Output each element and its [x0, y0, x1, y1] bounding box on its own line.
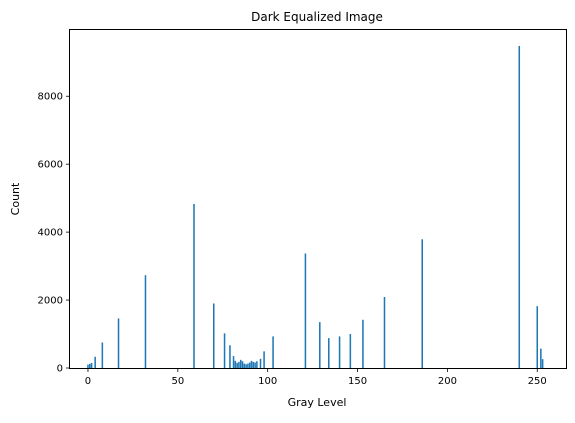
histogram-bar	[101, 342, 104, 368]
histogram-bar	[272, 336, 274, 368]
histogram-bar	[248, 362, 251, 368]
x-tick-label: 150	[348, 376, 367, 387]
histogram-bar	[349, 334, 352, 368]
histogram-bar	[223, 333, 226, 368]
histogram-bar	[243, 363, 246, 368]
histogram-bar	[236, 362, 238, 368]
histogram-bar	[94, 356, 96, 368]
histogram-bar	[229, 345, 231, 368]
x-tick-label: 250	[528, 376, 547, 387]
histogram-bar	[362, 319, 364, 368]
histogram-bar	[247, 363, 249, 368]
x-tick-label: 200	[438, 376, 457, 387]
histogram-bar	[89, 363, 91, 368]
y-tick-label: 4000	[38, 228, 63, 239]
histogram-bar	[241, 361, 244, 368]
y-axis-ticks: 0 2000 4000 6000 8000	[38, 92, 70, 375]
histogram-bar	[250, 360, 253, 368]
histogram-bar	[328, 338, 330, 368]
histogram-bar	[338, 336, 341, 368]
histogram-bar	[259, 358, 262, 368]
histogram-bar	[117, 318, 120, 368]
histogram-bar	[193, 203, 195, 368]
y-axis-label: Count	[9, 182, 22, 215]
y-tick-label: 0	[57, 364, 63, 375]
y-tick-label: 6000	[38, 160, 63, 171]
histogram-bar	[256, 361, 258, 368]
histogram-bar	[263, 351, 265, 368]
chart-title: Dark Equalized Image	[251, 10, 383, 24]
y-tick-label: 8000	[38, 92, 63, 103]
histogram-bar	[232, 356, 235, 368]
histogram-bar	[90, 362, 93, 368]
histogram-bar	[518, 45, 521, 368]
plot-area-frame	[69, 29, 567, 369]
x-tick-label: 50	[171, 376, 184, 387]
x-axis-label: Gray Level	[288, 396, 347, 409]
bars-layer	[87, 45, 544, 368]
x-tick-label: 0	[85, 376, 91, 387]
histogram-bar	[383, 297, 386, 368]
histogram-bar	[238, 361, 240, 368]
histogram-bar	[239, 359, 242, 368]
histogram-bar	[319, 322, 321, 368]
histogram-bar	[87, 364, 89, 368]
histogram-bar	[213, 303, 215, 368]
histogram-bar	[254, 362, 256, 368]
histogram-bar	[144, 275, 147, 368]
x-axis-ticks: 0 50 100 150 200 250	[85, 368, 547, 387]
x-tick-label: 100	[258, 376, 277, 387]
histogram-bar	[541, 359, 544, 368]
histogram-bar	[234, 360, 237, 368]
histogram-bar	[245, 364, 247, 368]
histogram-bar	[421, 239, 423, 368]
histogram-bar	[540, 348, 542, 368]
histogram-bar	[252, 361, 255, 368]
y-tick-label: 2000	[38, 296, 63, 307]
histogram-bar	[304, 253, 307, 368]
histogram-bar	[536, 306, 539, 368]
